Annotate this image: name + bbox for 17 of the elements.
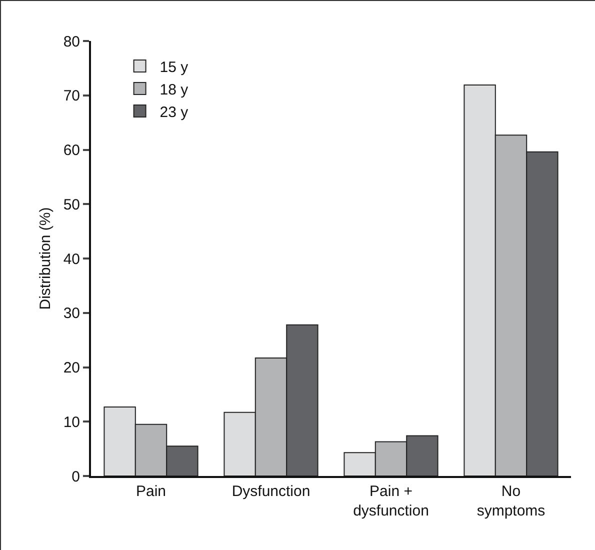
y-tick-label: 0 — [72, 468, 80, 486]
legend-label: 23 y — [160, 104, 189, 121]
x-tick-label: Dysfunction — [232, 483, 310, 500]
y-tick-label: 60 — [63, 142, 80, 159]
legend-label: 18 y — [160, 81, 189, 98]
y-tick-label: 70 — [63, 88, 80, 105]
y-tick-label: 40 — [63, 250, 80, 268]
y-axis-title: Distribution (%) — [37, 207, 54, 310]
y-tick-label: 30 — [63, 305, 80, 322]
x-tick-label: No symptoms — [476, 483, 546, 520]
legend-label: 15 y — [160, 58, 189, 76]
x-tick-label: Pain — [136, 483, 166, 500]
y-tick-label: 80 — [63, 33, 80, 50]
y-tick-label: 10 — [63, 414, 80, 431]
y-tick-label: 20 — [63, 360, 80, 376]
x-tick-label: Pain + dysfunction — [353, 483, 429, 520]
y-tick-label: 50 — [63, 196, 80, 214]
